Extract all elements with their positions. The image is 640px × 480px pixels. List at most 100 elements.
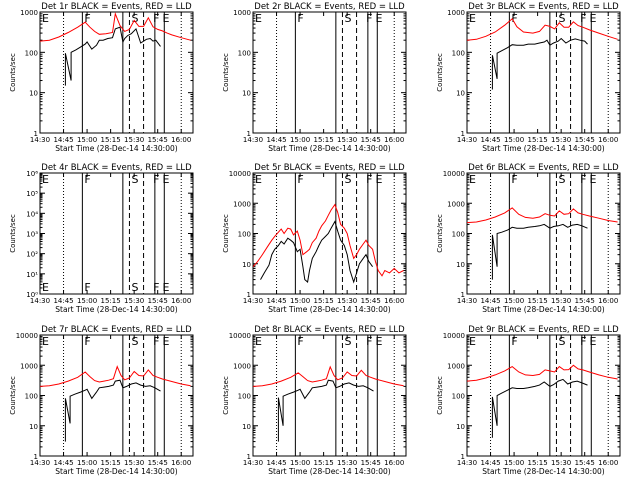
x-tick-label: 15:30 — [337, 136, 357, 144]
x-tick-label: 16:00 — [171, 297, 191, 305]
x-tick-label: 15:45 — [148, 459, 168, 467]
y-tick-label: 1 — [247, 130, 251, 138]
x-tick-label: 16:00 — [171, 136, 191, 144]
x-tick-label: 15:30 — [124, 297, 144, 305]
y-tick-label: 100 — [452, 393, 465, 401]
y-tick-label: 100 — [238, 231, 251, 239]
plot-frame — [39, 334, 194, 457]
plot-frame — [39, 11, 194, 134]
x-tick-label: 14:30 — [30, 459, 50, 467]
events-series-line — [64, 26, 161, 86]
x-tick-label: 15:30 — [337, 459, 357, 467]
x-tick-label: 14:30 — [30, 136, 50, 144]
events-series-line — [491, 378, 588, 438]
series-group — [253, 365, 404, 442]
marker-label-S: S — [344, 12, 351, 25]
y-tick-label: 10 — [456, 423, 465, 431]
x-tick-label: 14:45 — [53, 297, 73, 305]
x-tick-label: 15:45 — [148, 297, 168, 305]
x-tick-label: 15:00 — [290, 459, 310, 467]
x-tick-label: 16:00 — [384, 459, 404, 467]
marker-label-F: F — [84, 335, 90, 348]
marker-label-E: E — [376, 335, 383, 348]
x-tick-label: 14:30 — [457, 459, 477, 467]
x-axis-label: Start Time (28-Dec-14 14:30:00) — [482, 467, 604, 476]
y-axis-label: Counts/sec — [9, 214, 17, 253]
marker-label-E: E — [255, 12, 262, 25]
marker-label-F: F — [297, 12, 303, 25]
x-tick-label: 15:00 — [290, 136, 310, 144]
x-tick-label: 15:00 — [77, 297, 97, 305]
marker-label-S: S — [131, 12, 138, 25]
marker-label-F: F — [297, 335, 303, 348]
x-axis-label: Start Time (28-Dec-14 14:30:00) — [482, 305, 604, 314]
x-tick-label: 15:15 — [528, 459, 548, 467]
y-axis-label: Counts/sec — [9, 376, 17, 415]
x-tick-label: 15:30 — [551, 297, 571, 305]
y-axis-label: Counts/sec — [436, 214, 444, 253]
x-axis-label: Start Time (28-Dec-14 14:30:00) — [268, 467, 390, 476]
plot-frame — [466, 172, 621, 295]
marker-label-E: E — [590, 12, 597, 25]
marker-label-F: F — [511, 335, 517, 348]
y-tick-label: 1 — [461, 130, 465, 138]
series-group — [253, 203, 404, 284]
y-tick-label: 10 — [242, 261, 251, 269]
y-tick-label: 100 — [238, 393, 251, 401]
y-axis-label: Counts/sec — [9, 53, 17, 92]
marker-label-E: E — [42, 173, 49, 186]
marker-label-E: E — [42, 335, 49, 348]
x-tick-label: 15:45 — [361, 136, 381, 144]
x-tick-label: 14:45 — [266, 136, 286, 144]
y-tick-label: 1 — [247, 291, 251, 299]
y-tick-label: 1 — [247, 453, 251, 461]
marker-label-E: E — [163, 335, 170, 348]
panel-title: Det 7r BLACK = Events, RED = LLD — [41, 325, 192, 335]
x-axis-label: Start Time (28-Dec-14 14:30:00) — [55, 144, 177, 153]
marker-label-F: F — [580, 335, 586, 348]
x-tick-label: 14:45 — [480, 136, 500, 144]
x-tick-label: 15:15 — [101, 136, 121, 144]
panel-title: Det 3r BLACK = Events, RED = LLD — [468, 2, 619, 12]
marker-label-E: E — [163, 12, 170, 25]
y-axis-label: Counts/sec — [222, 214, 230, 253]
y-tick-label: 1000 — [20, 362, 38, 370]
series-group — [467, 18, 618, 90]
x-tick-label: 15:45 — [575, 136, 595, 144]
marker-label-E: E — [469, 12, 476, 25]
lld-series-line — [467, 207, 618, 224]
x-tick-label: 15:15 — [314, 297, 334, 305]
x-tick-label: 16:00 — [598, 459, 618, 467]
y-tick-label: 10⁵ — [26, 190, 38, 198]
marker-label-S: S — [558, 173, 565, 186]
marker-label-S: S — [558, 335, 565, 348]
y-axis-label: Counts/sec — [436, 376, 444, 415]
marker-label-F: F — [580, 12, 586, 25]
x-tick-label: 15:45 — [575, 297, 595, 305]
marker-label-E: E — [376, 12, 383, 25]
x-tick-label: 15:15 — [314, 459, 334, 467]
plot-frame — [252, 11, 407, 134]
marker-label-S: S — [558, 12, 565, 25]
x-tick-label: 15:30 — [337, 297, 357, 305]
marker-label-E: E — [469, 335, 476, 348]
x-tick-label: 16:00 — [598, 297, 618, 305]
y-axis-label: Counts/sec — [222, 53, 230, 92]
marker-label-F: F — [153, 335, 159, 348]
marker-label-F: F — [580, 173, 586, 186]
events-series-line — [260, 220, 374, 284]
x-tick-label: 14:30 — [243, 136, 263, 144]
y-tick-label: 10000 — [16, 332, 38, 340]
y-tick-label: 1000 — [233, 200, 251, 208]
x-tick-label: 16:00 — [598, 136, 618, 144]
marker-label-E: E — [255, 173, 262, 186]
lld-series-line — [467, 18, 618, 41]
x-tick-label: 14:30 — [243, 297, 263, 305]
y-tick-label: 10¹ — [26, 271, 38, 279]
marker-label-E: E — [255, 335, 262, 348]
y-tick-label: 100 — [25, 49, 38, 57]
x-tick-label: 15:00 — [504, 136, 524, 144]
